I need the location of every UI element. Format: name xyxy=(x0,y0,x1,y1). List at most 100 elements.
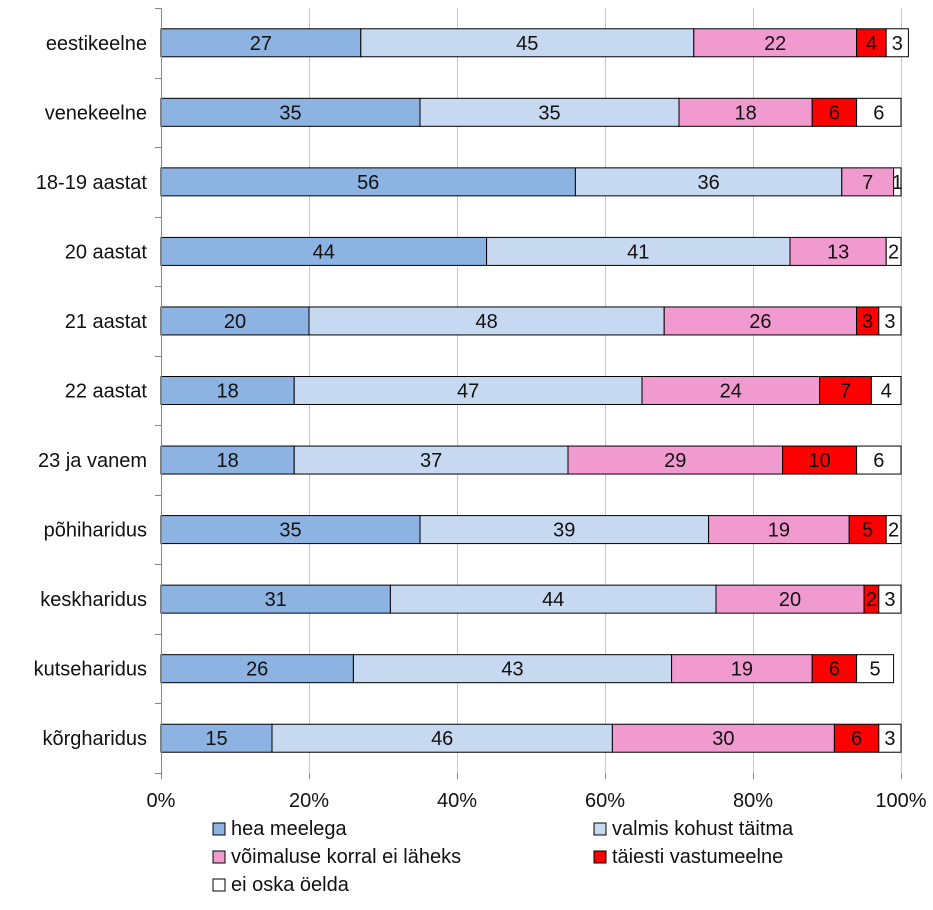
bar-segment xyxy=(160,376,295,405)
bar-segment xyxy=(160,515,421,545)
bar-value-label: 10 xyxy=(808,450,830,472)
bar-value-label: 6 xyxy=(873,450,884,472)
bar-value-label: 41 xyxy=(627,241,649,263)
category-label: 23 ja vanem xyxy=(38,450,147,472)
bar-segment xyxy=(419,97,680,127)
bar-value-label: 3 xyxy=(884,311,895,333)
bar-value-label: 18 xyxy=(216,381,238,403)
legend-swatch xyxy=(593,822,607,836)
legend: hea meelega valmis kohust täitma võimaluse… xyxy=(212,818,794,896)
bar-segment xyxy=(893,167,902,197)
bar-value-label: 22 xyxy=(764,33,786,55)
bar-value-label: 27 xyxy=(250,33,272,55)
bar-segment xyxy=(641,376,821,405)
bar-segment xyxy=(663,306,858,336)
bar-value-label: 2 xyxy=(888,241,899,263)
x-tick-label: 0% xyxy=(147,790,176,812)
category-label: eestikeelne xyxy=(46,33,147,55)
category-label: põhiharidus xyxy=(44,520,147,542)
bar-value-label: 2 xyxy=(866,589,877,611)
bar-value-label: 35 xyxy=(279,102,301,124)
legend-swatch xyxy=(212,878,226,892)
bar-segment xyxy=(486,236,791,266)
bar-value-label: 7 xyxy=(862,172,873,194)
bar-value-label: 3 xyxy=(862,311,873,333)
bar-value-label: 44 xyxy=(313,241,335,263)
bar-value-label: 26 xyxy=(749,311,771,333)
legend-label: ei oska öelda xyxy=(231,874,350,896)
bar-value-label: 44 xyxy=(542,589,564,611)
bar-segment xyxy=(160,306,310,336)
category-label: 21 aastat xyxy=(65,311,148,333)
category-label: kutseharidus xyxy=(34,659,147,681)
bar-value-label: 29 xyxy=(664,450,686,472)
legend-label: hea meelega xyxy=(231,818,348,840)
x-tick-label: 100% xyxy=(875,790,926,812)
bars: 27 45 22 4 335 35 18 6 656 36 7 144 41 13 220 48 26 3 318 4… xyxy=(160,28,909,753)
bar-segment xyxy=(789,236,887,266)
axes: 0% 20% 40% 60% 80% 100% eestikeelne venekeelne 1… xyxy=(34,8,927,812)
bar-value-label: 6 xyxy=(851,728,862,750)
bar-value-label: 15 xyxy=(205,728,227,750)
bar-value-label: 3 xyxy=(884,589,895,611)
bar-segment xyxy=(885,236,902,266)
bar-value-label: 47 xyxy=(457,381,479,403)
x-tick-label: 60% xyxy=(585,790,625,812)
bar-value-label: 13 xyxy=(827,241,849,263)
category-label: kõrgharidus xyxy=(42,728,147,750)
bar-segment xyxy=(715,584,865,614)
bar-value-label: 6 xyxy=(829,102,840,124)
bar-segment xyxy=(856,654,895,684)
bar-segment xyxy=(833,723,880,753)
legend-swatch xyxy=(212,822,226,836)
bar-value-label: 35 xyxy=(538,102,560,124)
bar-value-label: 18 xyxy=(216,450,238,472)
bar-segment xyxy=(878,306,902,336)
bar-segment xyxy=(782,445,858,475)
bar-value-label: 46 xyxy=(431,728,453,750)
bar-value-label: 36 xyxy=(697,172,719,194)
legend-label: valmis kohust täitma xyxy=(612,818,794,840)
bar-segment xyxy=(878,584,902,614)
legend-swatch xyxy=(212,850,226,864)
bar-segment xyxy=(678,97,813,127)
bar-value-label: 39 xyxy=(553,520,575,542)
bar-segment xyxy=(293,445,569,475)
bar-value-label: 20 xyxy=(779,589,801,611)
bar-value-label: 6 xyxy=(873,102,884,124)
bar-segment xyxy=(819,376,872,405)
x-tick-label: 80% xyxy=(733,790,773,812)
bar-value-label: 31 xyxy=(265,589,287,611)
bar-segment xyxy=(885,28,909,58)
bar-value-label: 26 xyxy=(246,659,268,681)
category-label: 22 aastat xyxy=(65,381,148,403)
bar-segment xyxy=(419,515,710,545)
bar-segment xyxy=(160,236,488,266)
bar-value-label: 30 xyxy=(712,728,734,750)
bar-value-label: 1 xyxy=(892,172,903,194)
bar-value-label: 35 xyxy=(279,520,301,542)
bar-segment xyxy=(856,97,902,127)
bar-segment xyxy=(160,167,576,197)
bar-value-label: 18 xyxy=(734,102,756,124)
bar-segment xyxy=(885,515,902,545)
bar-value-label: 43 xyxy=(501,659,523,681)
bar-value-label: 7 xyxy=(840,381,851,403)
legend-label: võimaluse korral ei läheks xyxy=(231,846,461,868)
bar-value-label: 20 xyxy=(224,311,246,333)
bar-segment xyxy=(352,654,673,684)
x-tick-label: 20% xyxy=(289,790,329,812)
bar-value-label: 6 xyxy=(829,659,840,681)
bar-segment xyxy=(878,723,902,753)
category-label: venekeelne xyxy=(45,102,147,124)
legend-swatch xyxy=(593,850,607,864)
bar-value-label: 5 xyxy=(862,520,873,542)
bar-segment xyxy=(856,445,902,475)
bar-segment xyxy=(160,28,362,58)
bar-value-label: 19 xyxy=(731,659,753,681)
bar-segment xyxy=(870,376,902,405)
bar-segment xyxy=(574,167,843,197)
bar-value-label: 4 xyxy=(881,381,892,403)
